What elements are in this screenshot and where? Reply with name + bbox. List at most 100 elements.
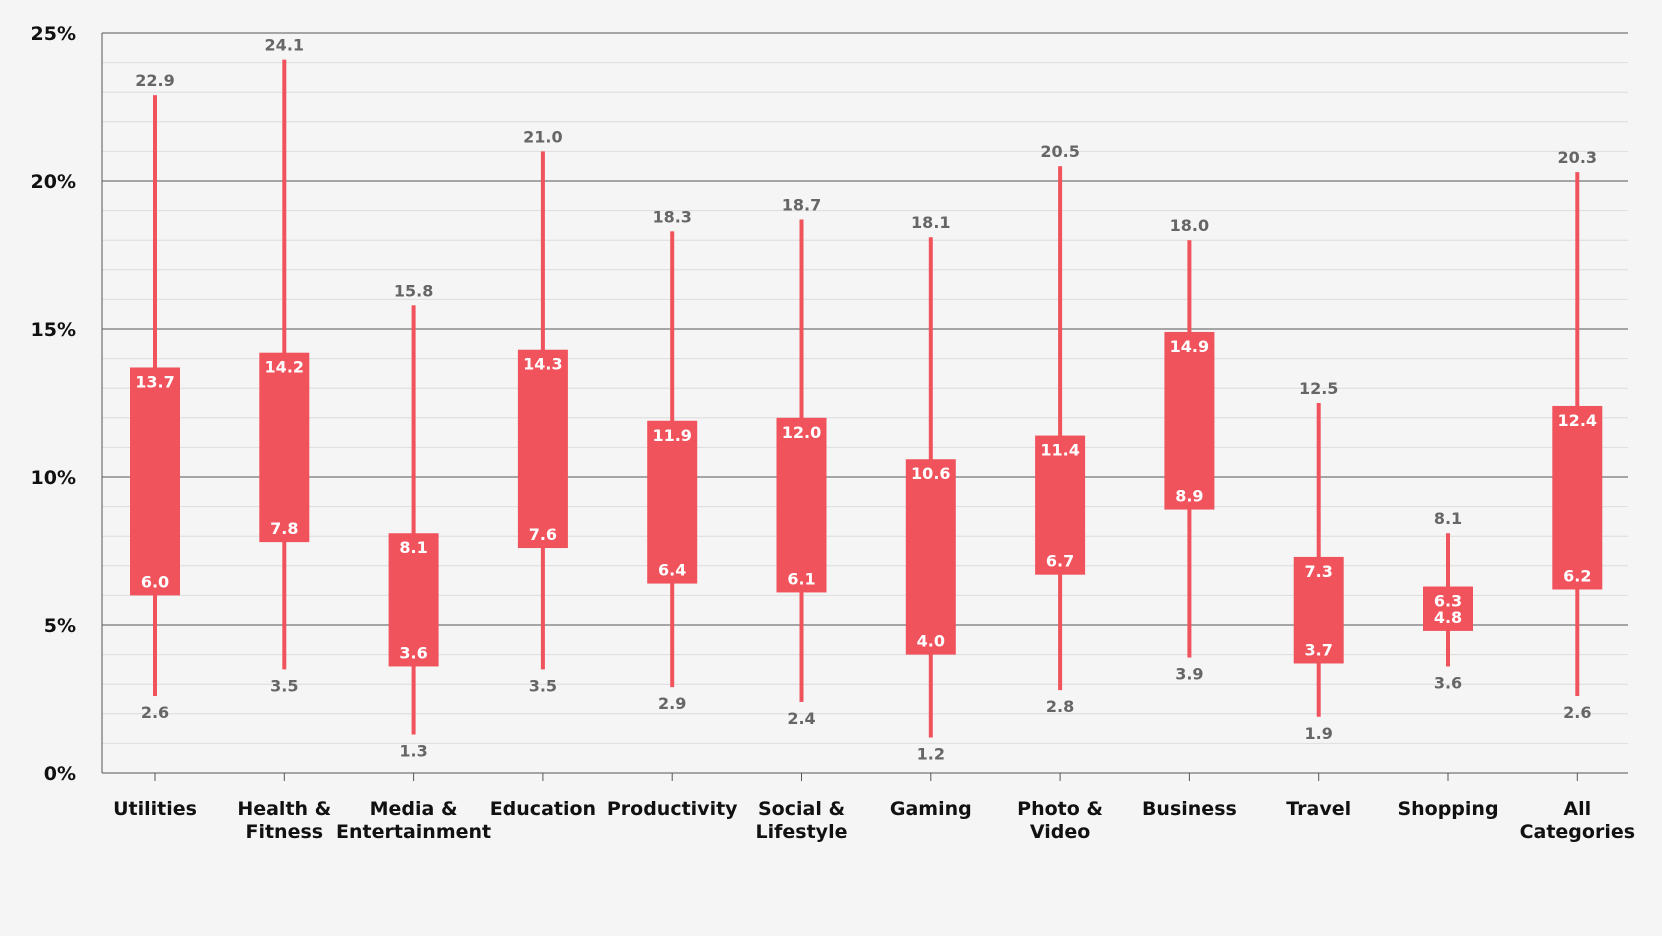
box-group: 8.1 3.6 6.34.8 xyxy=(1423,509,1473,692)
q1-label: 6.2 xyxy=(1563,566,1591,585)
q1-label: 6.4 xyxy=(658,561,686,580)
q1-label: 4.0 xyxy=(917,632,945,651)
box xyxy=(776,417,827,593)
q3-label: 6.3 xyxy=(1434,592,1462,611)
box xyxy=(1423,586,1473,631)
q3-label: 12.4 xyxy=(1558,411,1597,430)
x-category-label: Gaming xyxy=(890,798,972,820)
min-label: 3.9 xyxy=(1175,665,1203,684)
y-axis: 0% 5% 10% 15% 20% 25% xyxy=(31,23,103,785)
max-label: 18.0 xyxy=(1170,216,1209,235)
q1-label: 8.9 xyxy=(1175,487,1203,506)
q1-label: 6.0 xyxy=(141,572,169,591)
x-category-label-line: Productivity xyxy=(607,798,738,820)
x-category-label-line: Categories xyxy=(1520,821,1635,843)
y-tick-label: 20% xyxy=(31,171,76,193)
min-label: 3.5 xyxy=(270,676,298,695)
q1-label: 3.7 xyxy=(1305,640,1333,659)
y-tick-label: 0% xyxy=(44,763,76,785)
min-label: 3.5 xyxy=(529,676,557,695)
max-label: 24.1 xyxy=(265,36,304,55)
q3-label: 7.3 xyxy=(1305,562,1333,581)
q3-label: 14.2 xyxy=(265,358,304,377)
q3-label: 11.9 xyxy=(652,426,691,445)
max-label: 18.7 xyxy=(782,195,821,214)
box-group: 22.9 2.6 13.7 6.0 xyxy=(130,71,180,722)
box xyxy=(905,459,956,655)
box xyxy=(388,533,439,667)
x-category-label: Shopping xyxy=(1397,798,1498,820)
q3-label: 10.6 xyxy=(911,464,950,483)
max-label: 22.9 xyxy=(135,71,174,90)
box-group: 18.3 2.9 11.9 6.4 xyxy=(647,207,698,713)
min-label: 2.4 xyxy=(787,709,815,728)
x-category-label-line: Entertainment xyxy=(336,821,491,843)
x-category-label-line: Health & xyxy=(237,798,331,820)
min-label: 1.9 xyxy=(1305,724,1333,743)
y-tick-label: 25% xyxy=(31,23,76,45)
grid-lines xyxy=(102,32,1628,774)
q3-label: 13.7 xyxy=(135,372,174,391)
box xyxy=(647,420,698,584)
max-label: 18.3 xyxy=(652,207,691,226)
box xyxy=(259,352,310,543)
box-group: 18.1 1.2 10.6 4.0 xyxy=(905,213,956,763)
max-label: 15.8 xyxy=(394,281,433,300)
x-category-label: Photo & Video xyxy=(1017,798,1103,843)
x-category-label-line: Photo & xyxy=(1017,798,1103,820)
q1-label: 6.7 xyxy=(1046,552,1074,571)
x-category-label: All Categories xyxy=(1520,798,1635,843)
q3-label: 11.4 xyxy=(1040,441,1079,460)
box xyxy=(130,367,180,596)
min-label: 1.2 xyxy=(917,744,945,763)
max-label: 21.0 xyxy=(523,127,562,146)
box xyxy=(1552,405,1603,590)
min-label: 2.6 xyxy=(1563,703,1591,722)
max-label: 20.3 xyxy=(1558,148,1597,167)
min-label: 1.3 xyxy=(399,742,427,761)
chart-marks: 22.9 2.6 13.7 6.0 24.1 3.5 14.2 7.8 15.8 1.3 8.1 3.… xyxy=(130,36,1603,763)
x-category-label-line: Utilities xyxy=(113,798,197,820)
max-label: 18.1 xyxy=(911,213,950,232)
box-group: 12.5 1.9 7.3 3.7 xyxy=(1293,379,1344,743)
max-label: 12.5 xyxy=(1299,379,1338,398)
whisker xyxy=(411,305,416,735)
y-tick-label: 15% xyxy=(31,319,76,341)
q3-label: 14.9 xyxy=(1170,337,1209,356)
x-category-label: Social & Lifestyle xyxy=(756,798,848,843)
x-category-label-line: Video xyxy=(1030,821,1090,843)
q1-label: 3.6 xyxy=(399,643,427,662)
x-category-label: Media & Entertainment xyxy=(336,798,491,843)
x-category-label-line: All xyxy=(1563,798,1591,820)
box-group: 18.0 3.9 14.9 8.9 xyxy=(1164,216,1215,684)
x-category-label: Education xyxy=(490,798,596,820)
q1-label: 4.8 xyxy=(1434,608,1462,627)
whisker xyxy=(1058,166,1063,691)
x-category-label: Utilities xyxy=(113,798,197,820)
box xyxy=(1164,331,1215,510)
x-category-label-line: Gaming xyxy=(890,798,972,820)
box-group: 18.7 2.4 12.0 6.1 xyxy=(776,195,827,728)
box xyxy=(1293,556,1344,664)
x-category-label: Health & Fitness xyxy=(237,798,331,843)
box-group: 24.1 3.5 14.2 7.8 xyxy=(259,36,310,695)
min-label: 2.6 xyxy=(141,703,169,722)
min-label: 2.8 xyxy=(1046,697,1074,716)
box-group: 21.0 3.5 14.3 7.6 xyxy=(517,127,568,695)
x-category-label-line: Social & xyxy=(758,798,845,820)
y-tick-label: 5% xyxy=(44,615,76,637)
x-category-label: Travel xyxy=(1286,798,1351,820)
box-group: 20.3 2.6 12.4 6.2 xyxy=(1552,148,1603,722)
box-group: 20.5 2.8 11.4 6.7 xyxy=(1035,142,1086,716)
x-category-label-line: Education xyxy=(490,798,596,820)
q1-label: 6.1 xyxy=(787,569,815,588)
box xyxy=(1035,435,1086,575)
x-category-label-line: Travel xyxy=(1286,798,1351,820)
max-label: 20.5 xyxy=(1040,142,1079,161)
q3-label: 8.1 xyxy=(399,538,427,557)
x-category-label-line: Business xyxy=(1142,798,1237,820)
q3-label: 12.0 xyxy=(782,423,821,442)
q1-label: 7.6 xyxy=(529,525,557,544)
box-group: 15.8 1.3 8.1 3.6 xyxy=(388,281,439,761)
